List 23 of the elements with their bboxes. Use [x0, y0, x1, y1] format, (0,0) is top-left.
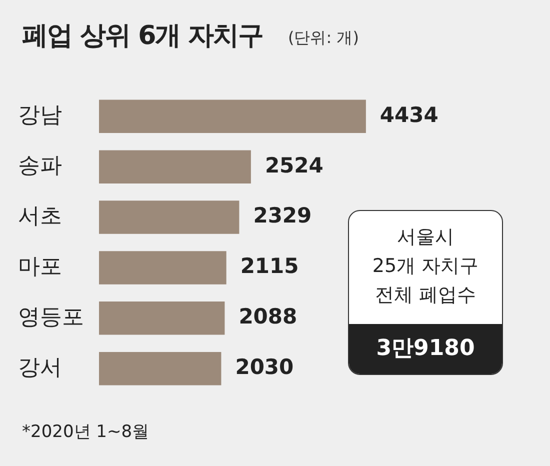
data-label: 2524: [264, 153, 324, 178]
data-label: 4434: [380, 102, 438, 127]
bar: [99, 352, 222, 386]
text: *2020년 1~8월: [22, 421, 150, 443]
bar: [99, 100, 366, 134]
text: 서울시 25개 자치구 전체 폐업수: [371, 225, 480, 308]
data-label: 2030: [235, 355, 294, 380]
y-tick-label: 서초: [18, 204, 62, 229]
data-label: 2329: [253, 204, 312, 228]
bar: [99, 302, 225, 335]
y-tick-label: 강남: [18, 103, 62, 128]
data-label: 2088: [238, 304, 298, 329]
y-tick-label: 강서: [18, 355, 62, 380]
chart-title: 폐업 상위 6개 자치구: [22, 20, 264, 53]
data-label: 2115: [240, 254, 299, 278]
bar: [99, 251, 226, 284]
y-tick-label: 송파: [18, 154, 62, 179]
text: 3만9180: [349, 324, 502, 374]
y-tick-label: 마포: [18, 254, 62, 280]
bar: [99, 150, 251, 184]
y-tick-label: 영등포: [18, 304, 84, 330]
chart-subtitle: (단위: 개): [288, 28, 359, 49]
bar: [99, 200, 240, 234]
